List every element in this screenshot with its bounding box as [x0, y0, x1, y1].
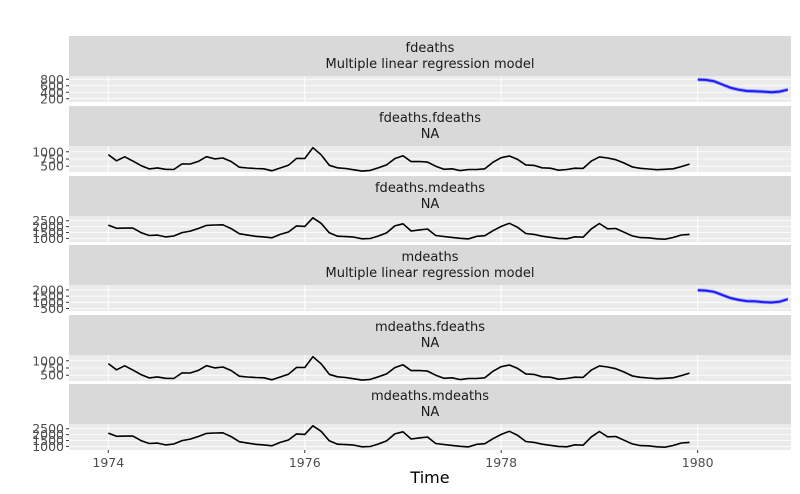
facet-strip-subtitle: NA — [421, 336, 440, 351]
facet-strip — [69, 384, 791, 424]
facet-strip — [69, 315, 791, 355]
y-tick-label: 1500 — [32, 433, 64, 448]
x-tick-label: 1980 — [682, 455, 714, 470]
facet-strip — [69, 176, 791, 216]
series-line — [108, 217, 690, 240]
forecast-interval-band — [697, 77, 788, 95]
facet-strip-title: mdeaths.fdeaths — [375, 320, 485, 335]
forecast-line — [697, 78, 789, 94]
y-tick-label: 1000 — [32, 231, 64, 246]
y-tick-label: 400 — [40, 85, 64, 100]
y-tick-label: 1500 — [32, 225, 64, 240]
facet-strip-title: mdeaths — [402, 250, 459, 265]
facet-strip — [69, 245, 791, 285]
facet-strip-title: fdeaths — [406, 41, 455, 56]
y-tick-label: 2000 — [32, 219, 64, 234]
x-tick-label: 1976 — [289, 455, 321, 470]
y-tick-label: 500 — [40, 368, 64, 383]
y-tick-label: 750 — [40, 152, 64, 167]
forecast-line — [697, 289, 789, 304]
y-tick-label: 750 — [40, 361, 64, 376]
y-tick-label: 200 — [40, 91, 64, 106]
y-tick-label: 600 — [40, 78, 64, 93]
y-tick-label: 500 — [40, 159, 64, 174]
facet-strip-subtitle: Multiple linear regression model — [325, 266, 534, 281]
facet-strip — [69, 36, 791, 76]
y-tick-label: 500 — [40, 301, 64, 316]
y-tick-label: 2000 — [32, 282, 64, 297]
x-tick-label: 1978 — [485, 455, 517, 470]
facet-strip-subtitle: NA — [421, 127, 440, 142]
facet-strip-title: fdeaths.fdeaths — [379, 111, 481, 126]
y-tick-label: 2000 — [32, 427, 64, 442]
x-axis: 1974 1976 1978 1980 — [92, 450, 714, 470]
series-line — [107, 355, 690, 381]
y-tick-label: 2500 — [32, 213, 64, 228]
x-axis-title: Time — [409, 468, 449, 487]
facet-strip-subtitle: Multiple linear regression model — [325, 57, 534, 72]
y-tick-label: 1000 — [32, 353, 64, 368]
forecast-interval-band — [697, 288, 788, 305]
y-tick-label: 1500 — [32, 289, 64, 304]
facet-strip-subtitle: NA — [421, 405, 440, 420]
x-tick-label: 1974 — [92, 455, 124, 470]
facet-strip — [69, 106, 791, 146]
y-tick-label: 1000 — [32, 439, 64, 454]
y-tick-label: 800 — [40, 72, 64, 87]
facet-strip-subtitle: NA — [421, 197, 440, 212]
panel-background — [69, 285, 791, 311]
y-tick-label: 2500 — [32, 421, 64, 436]
facet-strip-title: mdeaths.mdeaths — [371, 389, 489, 404]
facet-strip-title: fdeaths.mdeaths — [375, 181, 485, 196]
series-line — [108, 424, 690, 449]
panel-background — [69, 76, 791, 102]
series-line — [107, 146, 690, 172]
y-tick-label: 1000 — [32, 144, 64, 159]
y-tick-label: 1000 — [32, 295, 64, 310]
